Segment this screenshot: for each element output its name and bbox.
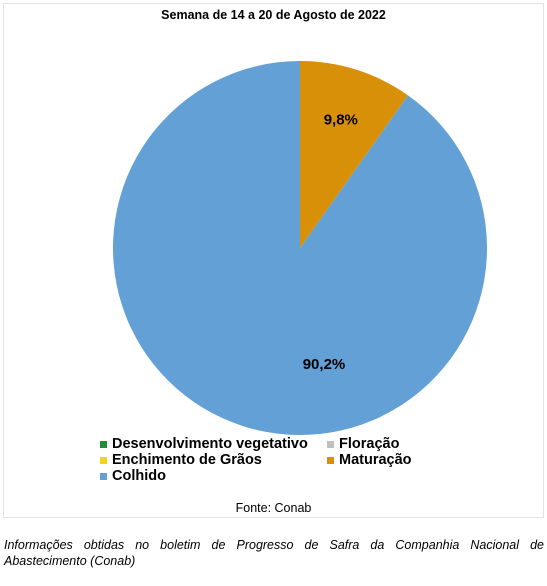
legend-label: Floração — [339, 436, 400, 452]
legend-label: Desenvolvimento vegetativo — [112, 436, 308, 452]
data-label: 9,8% — [324, 112, 358, 129]
legend-label: Maturação — [339, 452, 412, 468]
legend-item-colhido: Colhido — [100, 468, 166, 484]
pie-slice-matura-o — [300, 61, 409, 248]
chart-source: Fonte: Conab — [235, 501, 312, 515]
pie-slice-colhido — [113, 61, 488, 435]
chart-frame — [3, 3, 544, 518]
chart-title: Semana de 14 a 20 de Agosto de 2022 — [161, 8, 386, 22]
legend-item-desenvolvimento-vegetativo: Desenvolvimento vegetativo — [100, 436, 327, 452]
legend-swatch — [100, 456, 107, 464]
legend-swatch — [327, 440, 334, 448]
chart-legend: Desenvolvimento vegetativo Floração Ench… — [100, 436, 412, 484]
legend-item-floracao: Floração — [327, 436, 399, 452]
legend-swatch — [100, 440, 107, 448]
legend-swatch — [327, 456, 334, 464]
legend-item-enchimento-de-graos: Enchimento de Grãos — [100, 452, 327, 468]
figure-caption: Informações obtidas no boletim de Progre… — [4, 538, 544, 568]
legend-swatch — [100, 472, 107, 480]
pie-chart: 9,8% 90,2% — [113, 61, 488, 435]
data-label: 90,2% — [303, 356, 346, 373]
legend-item-maturacao: Maturação — [327, 452, 412, 468]
legend-label: Enchimento de Grãos — [112, 452, 262, 468]
legend-label: Colhido — [112, 468, 166, 484]
